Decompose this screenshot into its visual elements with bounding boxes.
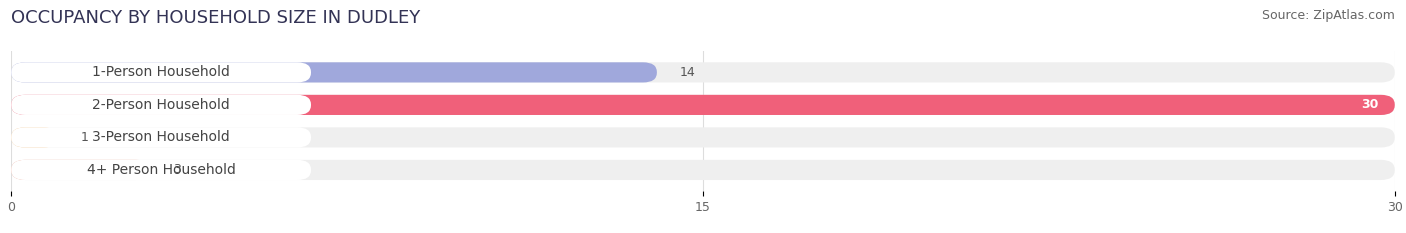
FancyBboxPatch shape	[11, 160, 1395, 180]
Text: 30: 30	[1361, 98, 1379, 111]
Text: 3: 3	[173, 163, 180, 176]
FancyBboxPatch shape	[11, 95, 1395, 115]
Text: 4+ Person Household: 4+ Person Household	[87, 163, 236, 177]
FancyBboxPatch shape	[11, 95, 1395, 115]
FancyBboxPatch shape	[11, 95, 311, 115]
Text: 14: 14	[681, 66, 696, 79]
Text: 1-Person Household: 1-Person Household	[93, 65, 231, 79]
FancyBboxPatch shape	[11, 160, 149, 180]
FancyBboxPatch shape	[11, 62, 311, 82]
FancyBboxPatch shape	[11, 62, 1395, 82]
Text: 3-Person Household: 3-Person Household	[93, 130, 231, 144]
FancyBboxPatch shape	[11, 127, 1395, 147]
FancyBboxPatch shape	[11, 127, 58, 147]
FancyBboxPatch shape	[11, 62, 657, 82]
Text: OCCUPANCY BY HOUSEHOLD SIZE IN DUDLEY: OCCUPANCY BY HOUSEHOLD SIZE IN DUDLEY	[11, 9, 420, 27]
FancyBboxPatch shape	[11, 127, 311, 147]
Text: Source: ZipAtlas.com: Source: ZipAtlas.com	[1261, 9, 1395, 22]
Text: 2-Person Household: 2-Person Household	[93, 98, 231, 112]
FancyBboxPatch shape	[11, 160, 311, 180]
Text: 1: 1	[80, 131, 89, 144]
